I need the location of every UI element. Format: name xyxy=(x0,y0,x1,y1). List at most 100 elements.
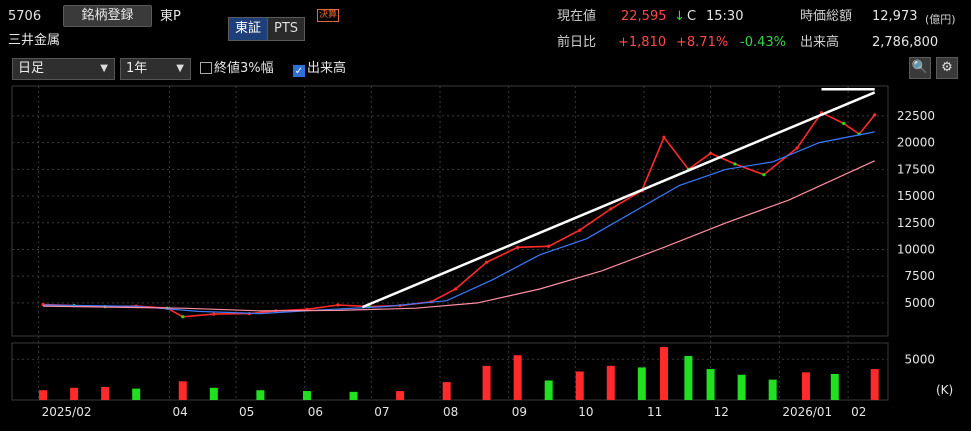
price-tick-label: 22500 xyxy=(897,109,935,123)
volume-bar xyxy=(70,387,79,400)
ma-long-line xyxy=(42,160,875,312)
x-tick-label: 02 xyxy=(851,405,866,419)
chevron-down-icon: ▼ xyxy=(176,63,184,74)
x-tick-label: 10 xyxy=(578,405,593,419)
price-point xyxy=(762,173,766,177)
period-select-value: 日足 xyxy=(18,61,45,76)
register-stock-button[interactable]: 銘柄登録 xyxy=(63,5,152,27)
price-tick-label: 5000 xyxy=(904,296,935,310)
current-price: 22,595 xyxy=(621,9,667,24)
price-tick-label: 10000 xyxy=(897,242,935,256)
stock-code: 5706 xyxy=(8,9,42,24)
volume-bar xyxy=(302,391,311,400)
close-flag: C xyxy=(687,9,697,24)
x-tick-label: 11 xyxy=(647,405,662,419)
price-tick-label: 15000 xyxy=(897,189,935,203)
volume-bar xyxy=(606,365,615,400)
price-point xyxy=(842,121,846,125)
price-point xyxy=(733,162,737,166)
price-point xyxy=(336,303,340,307)
volume-toggle-label: 出来高 xyxy=(307,61,347,76)
change-label: 前日比 xyxy=(557,35,597,50)
checkbox-checked-icon: ✓ xyxy=(293,65,305,77)
price-panel xyxy=(11,85,889,337)
volume-label: 出来高 xyxy=(800,35,840,50)
zoom-icon[interactable]: 🔍 xyxy=(909,57,931,79)
quote-time: 15:30 xyxy=(706,9,744,24)
price-point xyxy=(578,228,582,232)
price-point xyxy=(212,312,216,316)
volume-bar xyxy=(396,391,405,400)
chevron-down-icon: ▼ xyxy=(100,63,108,74)
ma-mid-line xyxy=(42,131,875,315)
range-select[interactable]: 1年 ▼ xyxy=(120,58,191,80)
price-point xyxy=(547,244,551,248)
down-arrow-icon: ↓ xyxy=(674,9,685,24)
volume-unit-label: (K) xyxy=(936,383,953,397)
volume-bar xyxy=(544,380,553,400)
price-point xyxy=(484,260,489,264)
market-cap-unit: (億円) xyxy=(925,13,956,26)
price-point xyxy=(795,146,799,150)
x-tick-label: 05 xyxy=(239,405,254,419)
volume-tick-label: 5000 xyxy=(904,352,935,366)
price-point xyxy=(609,207,613,211)
volume-bar xyxy=(637,367,646,400)
volume-bar xyxy=(737,374,746,400)
price-point xyxy=(453,287,458,291)
volume-bar xyxy=(513,355,522,400)
volume-bar xyxy=(101,386,110,400)
gear-icon[interactable]: ⚙ xyxy=(936,57,958,79)
volume-bar xyxy=(442,382,451,400)
volume-bar xyxy=(209,387,218,400)
price-point xyxy=(873,113,877,117)
extra-change-pct: -0.43% xyxy=(740,35,786,50)
price-point xyxy=(662,135,666,139)
volume-bar xyxy=(768,379,777,400)
tab-pts[interactable]: PTS xyxy=(268,18,305,40)
market-label: 東P xyxy=(160,9,181,24)
volume-bar xyxy=(39,390,48,400)
price-tick-label: 7500 xyxy=(904,269,935,283)
tab-tse[interactable]: 東証 xyxy=(229,18,269,40)
volume-bar xyxy=(256,390,265,400)
x-tick-label: 07 xyxy=(374,405,389,419)
volume-bar xyxy=(706,369,715,400)
price-tick-label: 17500 xyxy=(897,162,935,176)
market-cap-label: 時価総額 xyxy=(800,9,853,24)
market-tabs: 東証 PTS xyxy=(228,17,306,41)
volume-bar xyxy=(684,356,693,400)
period-select[interactable]: 日足 ▼ xyxy=(12,58,115,80)
price-point xyxy=(516,245,520,249)
volume-toggle[interactable]: ✓ 出来高 xyxy=(293,61,346,77)
x-tick-label: 2025/02 xyxy=(42,405,92,419)
volume-bar xyxy=(132,388,141,400)
volume-bar xyxy=(178,381,187,400)
x-tick-label: 12 xyxy=(714,405,729,419)
price-point xyxy=(181,315,185,319)
volume-bar xyxy=(830,373,839,400)
market-cap-value: 12,973 xyxy=(872,9,918,24)
price-tick-label: 20000 xyxy=(897,136,935,150)
price-point xyxy=(708,151,713,155)
volume-bar xyxy=(575,371,584,400)
trendline[interactable] xyxy=(361,91,876,309)
price-change-pct: +8.71% xyxy=(676,35,729,50)
range-select-value: 1年 xyxy=(126,61,148,76)
volume-value: 2,786,800 xyxy=(872,35,939,50)
volume-bar xyxy=(349,391,358,400)
checkbox-icon xyxy=(200,62,212,74)
price-change: +1,810 xyxy=(618,35,667,50)
close-3pct-label: 終値3%幅 xyxy=(214,61,274,76)
volume-bar xyxy=(801,372,810,400)
price-tick-label: 12500 xyxy=(897,216,935,230)
close-3pct-toggle[interactable]: 終値3%幅 xyxy=(200,61,274,77)
x-tick-label: 06 xyxy=(308,405,323,419)
x-tick-label: 04 xyxy=(172,405,187,419)
earnings-badge: 決算 xyxy=(317,9,340,22)
volume-bar xyxy=(660,347,669,400)
x-tick-label: 2026/01 xyxy=(782,405,832,419)
price-label: 現在値 xyxy=(557,9,597,24)
volume-bar xyxy=(870,369,879,400)
